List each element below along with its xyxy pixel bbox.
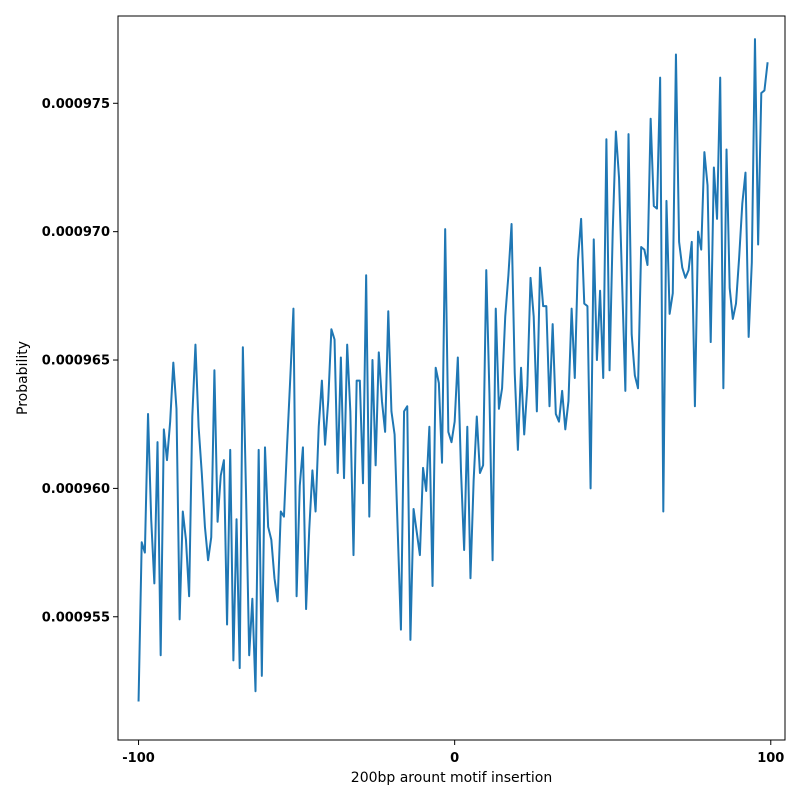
plot-area-frame (117, 15, 786, 741)
y-tick-label: 0.000955 (42, 610, 110, 625)
x-tick-label: -100 (122, 751, 155, 766)
y-axis-ticks: 0.000955 0.000960 0.000965 0.000970 0.000975 (42, 97, 118, 625)
x-axis-ticks: -100 0 100 (122, 740, 784, 766)
y-tick-label: 0.000970 (42, 225, 110, 240)
x-axis-label: 200bp arount motif insertion (351, 770, 552, 786)
x-tick-label: 100 (757, 751, 784, 766)
y-tick-label: 0.000965 (42, 354, 110, 369)
probability-series-line (137, 38, 769, 702)
y-tick-label: 0.000975 (42, 97, 110, 112)
x-tick-label: 0 (450, 751, 459, 766)
y-tick-label: 0.000960 (42, 482, 110, 497)
y-axis-label: Probability (15, 341, 31, 415)
